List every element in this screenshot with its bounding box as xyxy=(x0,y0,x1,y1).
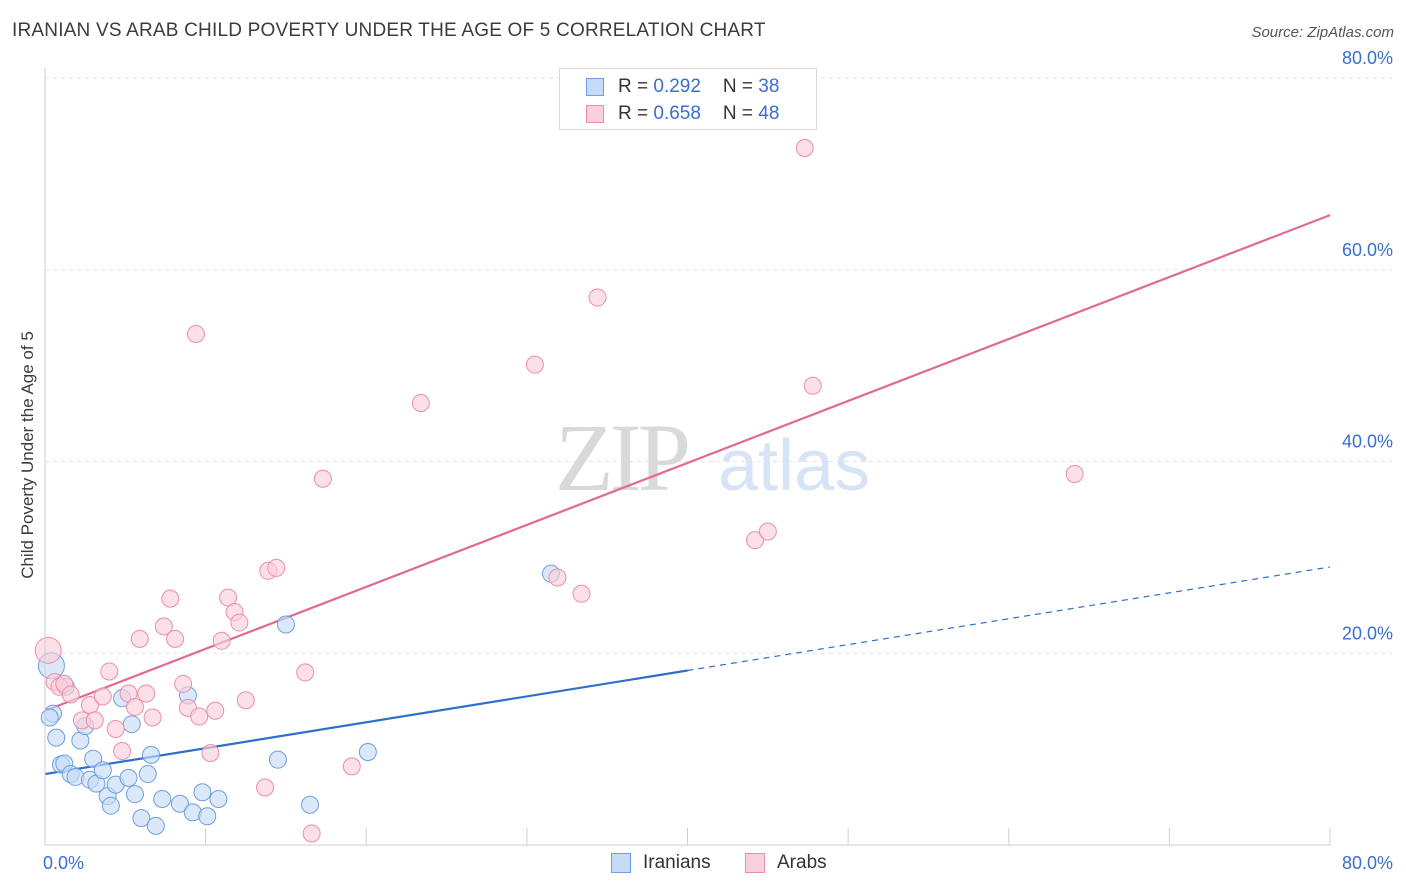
iranian-trend-extension xyxy=(687,566,1331,672)
watermark-zip: ZIP xyxy=(555,404,688,511)
legend-row-arabs: R = 0.658 N = 48 xyxy=(586,101,779,127)
legend-swatch-arabs xyxy=(586,105,604,123)
correlation-legend: R = 0.292 N = 38 R = 0.658 N = 48 xyxy=(559,68,817,130)
arab-point xyxy=(342,757,361,776)
point-layer xyxy=(34,138,1084,843)
grid-layer xyxy=(45,77,1392,654)
legend-n-label: N = xyxy=(722,76,759,97)
iranian-point xyxy=(142,745,161,764)
legend-n-value: 48 xyxy=(758,103,780,124)
legend-r-value: 0.658 xyxy=(653,103,701,124)
x-tick-label-min: 0.0% xyxy=(43,853,84,873)
arab-point xyxy=(201,743,220,762)
arab-point xyxy=(161,589,180,608)
y-tick-label: 20.0% xyxy=(1342,623,1393,643)
arab-point xyxy=(302,824,321,843)
iranian-point xyxy=(209,789,228,808)
chart-title: IRANIAN VS ARAB CHILD POVERTY UNDER THE … xyxy=(12,20,766,41)
iranian-point xyxy=(153,789,172,808)
iranian-point xyxy=(93,761,112,780)
axis-layer: 20.0% 40.0% 60.0% 80.0% 0.0% 80.0% xyxy=(43,48,1393,873)
arab-point xyxy=(256,778,275,797)
series-legend-arabs: Arabs xyxy=(745,852,827,874)
arab-point xyxy=(61,685,80,704)
arab-point xyxy=(130,629,149,648)
arab-point xyxy=(93,687,112,706)
arab-point xyxy=(85,711,104,730)
y-tick-label: 80.0% xyxy=(1342,48,1393,68)
watermark-layer: ZIP atlas xyxy=(555,404,870,511)
arab-point xyxy=(34,636,62,664)
iranian-point xyxy=(132,809,151,828)
arab-point xyxy=(143,708,162,727)
legend-r-label: R = xyxy=(618,76,654,97)
arab-point xyxy=(190,707,209,726)
series-label-iranians: Iranians xyxy=(643,852,711,873)
iranian-point xyxy=(84,749,103,768)
iranian-point xyxy=(40,708,59,727)
y-axis-title: Child Poverty Under the Age of 5 xyxy=(18,331,37,579)
legend-n-label: N = xyxy=(722,103,759,124)
series-swatch-iranians xyxy=(611,853,631,873)
arab-point xyxy=(411,394,430,413)
arab-point xyxy=(236,691,255,710)
watermark-atlas: atlas xyxy=(718,426,870,506)
legend-r-value: 0.292 xyxy=(653,76,701,97)
legend-r-label: R = xyxy=(618,103,654,124)
arab-point xyxy=(803,376,822,395)
series-swatch-arabs xyxy=(745,853,765,873)
y-tick-label: 40.0% xyxy=(1342,432,1393,452)
arab-point xyxy=(125,697,144,716)
arab-point xyxy=(1065,464,1084,483)
arab-point xyxy=(186,324,205,343)
y-tick-label: 60.0% xyxy=(1342,240,1393,260)
arab-point xyxy=(313,469,332,488)
arab-point xyxy=(525,355,544,374)
iranian-point xyxy=(47,728,66,747)
trend-layer xyxy=(44,214,1331,776)
arab-point xyxy=(174,674,193,693)
arab-point xyxy=(745,531,764,550)
iranian-point xyxy=(101,796,120,815)
iranian-point xyxy=(125,785,144,804)
series-legend: Iranians Arabs xyxy=(0,852,1406,878)
iranian-point xyxy=(276,615,295,634)
iranian-point xyxy=(138,765,157,784)
arab-point xyxy=(230,613,249,632)
arab-point xyxy=(296,663,315,682)
arab-point xyxy=(206,701,225,720)
arab-point xyxy=(106,719,125,738)
iranian-point xyxy=(268,750,287,769)
arab-point xyxy=(100,662,119,681)
source-label: Source: ZipAtlas.com xyxy=(1251,24,1394,41)
iranian-point xyxy=(170,794,189,813)
arab-point xyxy=(154,617,173,636)
arab-trend-line xyxy=(44,214,1331,712)
arab-point xyxy=(758,522,777,541)
iranian-point xyxy=(146,816,165,835)
arab-point xyxy=(212,631,231,650)
iranian-point xyxy=(198,807,217,826)
arab-point xyxy=(113,742,132,761)
arab-point xyxy=(548,568,567,587)
legend-row-iranians: R = 0.292 N = 38 xyxy=(586,74,779,100)
iranian-point xyxy=(358,743,377,762)
iranian-point xyxy=(193,783,212,802)
iranian-point xyxy=(119,768,138,787)
arab-point xyxy=(795,138,814,157)
x-tick-label-max: 80.0% xyxy=(1342,853,1393,873)
arab-point xyxy=(572,584,591,603)
arab-point xyxy=(588,288,607,307)
iranian-point xyxy=(301,795,320,814)
iranian-point xyxy=(122,715,141,734)
arab-point xyxy=(137,684,156,703)
legend-swatch-iranians xyxy=(586,78,604,96)
arab-point xyxy=(166,629,185,648)
series-legend-iranians: Iranians xyxy=(611,852,711,874)
legend-n-value: 38 xyxy=(758,76,780,97)
series-label-arabs: Arabs xyxy=(777,852,827,873)
arab-point xyxy=(267,558,286,577)
